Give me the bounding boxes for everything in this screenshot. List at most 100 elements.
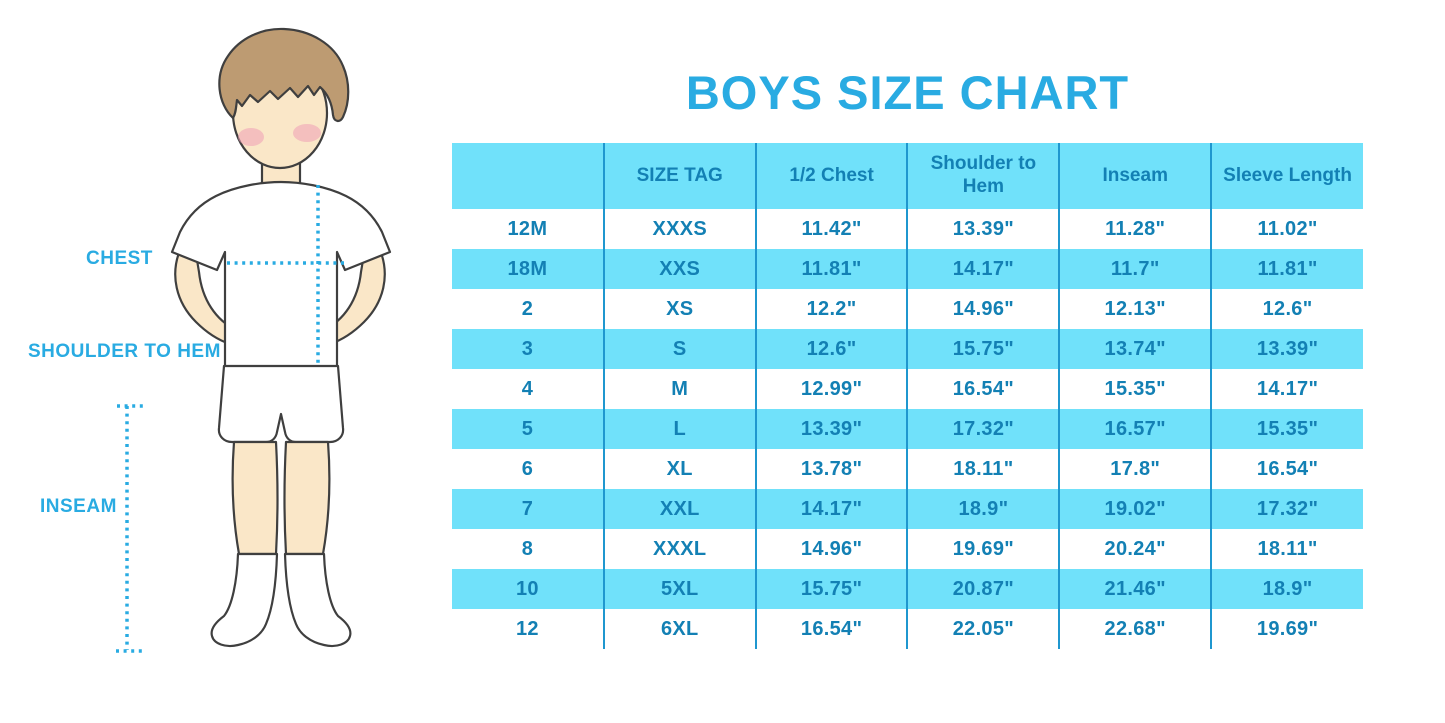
size-cell: 5 (521, 417, 534, 440)
measurement-cell: 6XL (602, 609, 756, 649)
measurement-cell: 13.39" (906, 209, 1060, 249)
boy-right-leg (283, 440, 331, 556)
measurement-cell: 21.46" (1058, 569, 1212, 609)
measurement-cell: 18.9" (906, 489, 1060, 529)
size-cell: 8 (521, 537, 534, 560)
shoulder-to-hem-label: SHOULDER TO HEM (28, 341, 221, 362)
column-header: Sleeve Length (1210, 143, 1363, 209)
table-row: 4 M 12.99" 16.54" 15.35" 14.17" (452, 369, 1363, 409)
measurement-cell: 13.39" (1210, 329, 1363, 369)
measurement-cell: 14.17" (906, 249, 1060, 289)
measurement-cell: 17.8" (1058, 449, 1212, 489)
measurement-cell: 22.68" (1058, 609, 1212, 649)
table-row: 12 6XL 16.54" 22.05" 22.68" 19.69" (452, 609, 1363, 649)
table-row: 12M XXXS 11.42" 13.39" 11.28" 11.02" (452, 209, 1363, 249)
measurement-cell: M (602, 369, 756, 409)
measurement-cell: 16.54" (1210, 449, 1363, 489)
measurement-cell: 11.81" (1210, 249, 1363, 289)
size-cell: 18M (507, 257, 548, 280)
measurement-cell: 12.99" (754, 369, 908, 409)
measurement-cell: 11.81" (754, 249, 908, 289)
measurement-cell: S (602, 329, 756, 369)
table-header-row: SIZE TAG 1/2 Chest Shoulder to Hem Inseam Sl… (452, 143, 1363, 209)
measurement-cell: 14.17" (754, 489, 908, 529)
boy-hair (218, 27, 350, 122)
measurement-cell: 18.11" (906, 449, 1060, 489)
boy-tshirt (170, 180, 392, 370)
measurement-cell: 11.7" (1058, 249, 1212, 289)
boy-shorts (217, 364, 345, 444)
measurement-cell: 12.6" (1210, 289, 1363, 329)
measurement-cell: 18.11" (1210, 529, 1363, 569)
column-header: Inseam (1058, 143, 1212, 209)
measurement-cell: 17.32" (1210, 489, 1363, 529)
measurement-cell: 5XL (602, 569, 756, 609)
measurement-cell: 13.78" (754, 449, 908, 489)
column-header: 1/2 Chest (754, 143, 908, 209)
measurement-cell: 17.32" (906, 409, 1060, 449)
measurement-cell: 15.35" (1058, 369, 1212, 409)
measurement-cell: 18.9" (1210, 569, 1363, 609)
boy-left-leg (231, 440, 279, 556)
table-row: 18M XXS 11.81" 14.17" 11.7" 11.81" (452, 249, 1363, 289)
measurement-cell: XXS (602, 249, 756, 289)
size-cell: 2 (521, 297, 534, 320)
boy-right-arm (322, 248, 386, 346)
table-row: 7 XXL 14.17" 18.9" 19.02" 17.32" (452, 489, 1363, 529)
measurement-cell: 12.13" (1058, 289, 1212, 329)
measurement-cell: 13.39" (754, 409, 908, 449)
measurement-cell: 16.54" (906, 369, 1060, 409)
measurement-cell: XXXS (602, 209, 756, 249)
measurement-cell: 20.87" (906, 569, 1060, 609)
table-row: 6 XL 13.78" 18.11" 17.8" 16.54" (452, 449, 1363, 489)
column-header (452, 143, 604, 209)
measurement-cell: 15.35" (1210, 409, 1363, 449)
table-row: 8 XXXL 14.96" 19.69" 20.24" 18.11" (452, 529, 1363, 569)
table-row: 5 L 13.39" 17.32" 16.57" 15.35" (452, 409, 1363, 449)
page-title: BOYS SIZE CHART (685, 66, 1130, 120)
measurement-cell: 12.2" (754, 289, 908, 329)
size-cell: 6 (521, 457, 534, 480)
measurement-cell: 11.42" (754, 209, 908, 249)
measurement-cell: XS (602, 289, 756, 329)
measurement-cell: 14.96" (906, 289, 1060, 329)
inseam-label: INSEAM (40, 496, 117, 517)
measurement-cell: 12.6" (754, 329, 908, 369)
boy-left-arm (174, 248, 238, 346)
measurement-cell: 15.75" (754, 569, 908, 609)
measurement-diagram: CHEST SHOULDER TO HEM INSEAM (0, 0, 460, 723)
boy-right-cheek (293, 124, 321, 142)
measurement-cell: 13.74" (1058, 329, 1212, 369)
measurement-cell: L (602, 409, 756, 449)
measurement-cell: 16.57" (1058, 409, 1212, 449)
measurement-cell: 11.28" (1058, 209, 1212, 249)
measurement-cell: 14.96" (754, 529, 908, 569)
column-header: SIZE TAG (602, 143, 756, 209)
size-cell: 3 (521, 337, 534, 360)
measurement-cell: 19.69" (1210, 609, 1363, 649)
column-header: Shoulder to Hem (906, 143, 1060, 209)
measurement-cell: 15.75" (906, 329, 1060, 369)
size-cell: 4 (521, 377, 534, 400)
measurement-cell: 20.24" (1058, 529, 1212, 569)
measurement-cell: XXL (602, 489, 756, 529)
measurement-cell: XL (602, 449, 756, 489)
boy-right-sock (283, 552, 352, 648)
size-cell: 10 (515, 577, 539, 600)
size-cell: 7 (521, 497, 534, 520)
table-row: 10 5XL 15.75" 20.87" 21.46" 18.9" (452, 569, 1363, 609)
measurement-cell: 19.69" (906, 529, 1060, 569)
measurement-cell: 19.02" (1058, 489, 1212, 529)
measurement-cell: 14.17" (1210, 369, 1363, 409)
measurement-cell: 16.54" (754, 609, 908, 649)
size-cell: 12M (507, 217, 548, 240)
size-table: SIZE TAG 1/2 Chest Shoulder to Hem Inseam Sl… (452, 143, 1363, 649)
chest-label: CHEST (86, 248, 153, 269)
boy-left-cheek (238, 128, 264, 146)
table-row: 2 XS 12.2" 14.96" 12.13" 12.6" (452, 289, 1363, 329)
measurement-cell: 11.02" (1210, 209, 1363, 249)
measurement-cell: XXXL (602, 529, 756, 569)
boy-figure (116, 27, 392, 653)
measurement-cell: 22.05" (906, 609, 1060, 649)
boy-left-sock (210, 552, 279, 648)
